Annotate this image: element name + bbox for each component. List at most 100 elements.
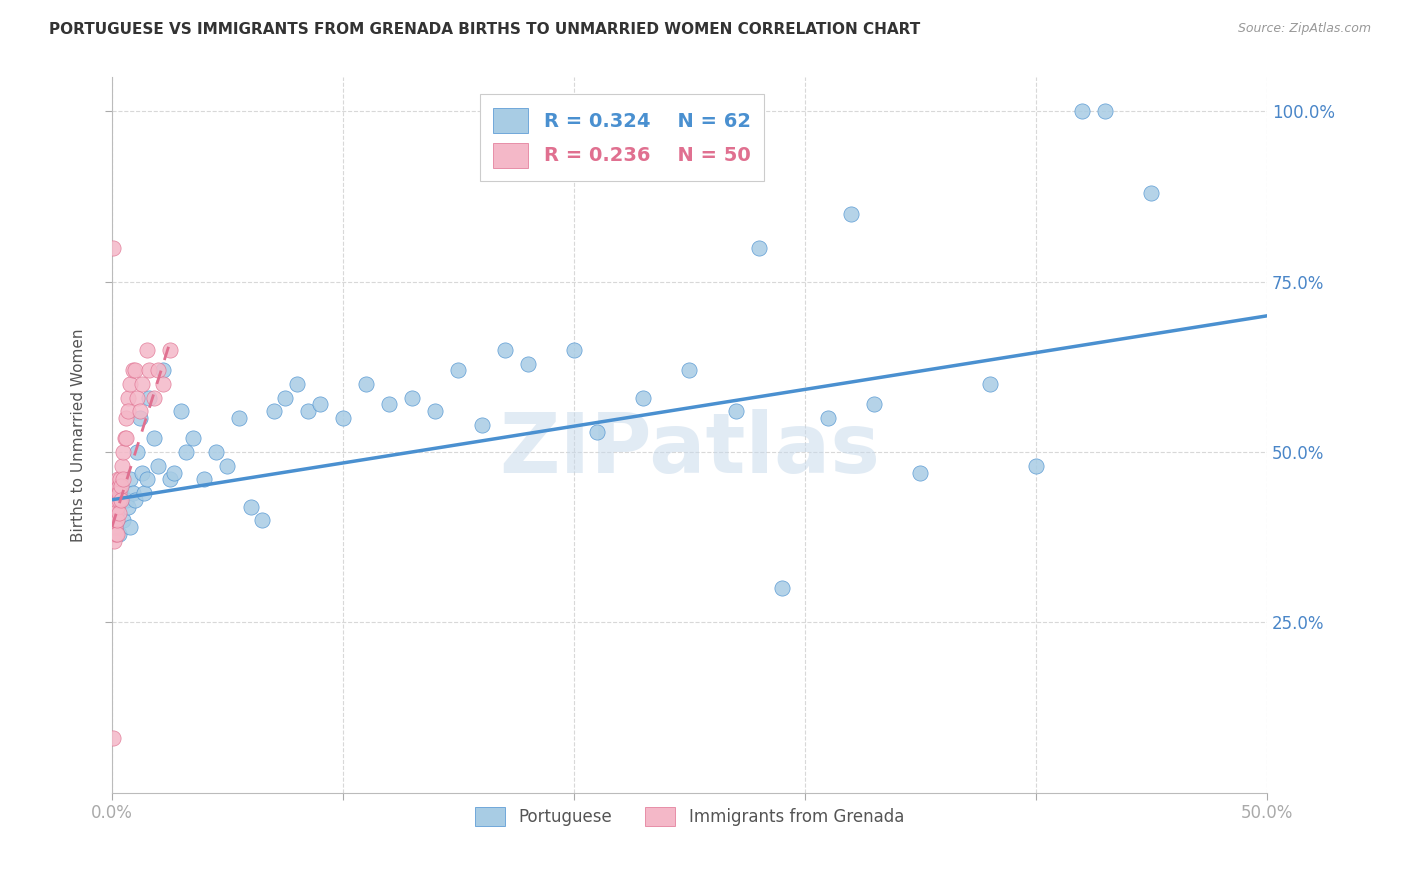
Point	[103, 492, 125, 507]
Point	[839, 207, 862, 221]
Point	[103, 507, 125, 521]
Point	[470, 417, 492, 432]
Point	[108, 479, 131, 493]
Point	[193, 472, 215, 486]
Point	[678, 363, 700, 377]
Text: Source: ZipAtlas.com: Source: ZipAtlas.com	[1237, 22, 1371, 36]
Point	[110, 492, 132, 507]
Point	[105, 500, 128, 514]
Point	[562, 343, 585, 357]
Point	[152, 376, 174, 391]
Point	[142, 432, 165, 446]
Point	[104, 513, 127, 527]
Point	[105, 492, 128, 507]
Point	[101, 241, 124, 255]
Point	[217, 458, 239, 473]
Text: ZIPatlas: ZIPatlas	[499, 409, 880, 490]
Point	[332, 411, 354, 425]
Point	[770, 582, 793, 596]
Point	[124, 363, 146, 377]
Legend: Portuguese, Immigrants from Grenada: Portuguese, Immigrants from Grenada	[467, 798, 912, 834]
Point	[174, 445, 197, 459]
Point	[110, 486, 132, 500]
Point	[114, 432, 136, 446]
Point	[631, 391, 654, 405]
Point	[979, 376, 1001, 391]
Point	[378, 397, 401, 411]
Point	[104, 507, 127, 521]
Point	[120, 520, 142, 534]
Point	[128, 411, 150, 425]
Point	[103, 520, 125, 534]
Point	[107, 472, 129, 486]
Point	[120, 376, 142, 391]
Point	[107, 479, 129, 493]
Point	[104, 526, 127, 541]
Point	[516, 357, 538, 371]
Point	[308, 397, 330, 411]
Point	[163, 466, 186, 480]
Point	[105, 513, 128, 527]
Point	[131, 466, 153, 480]
Point	[111, 458, 134, 473]
Point	[108, 479, 131, 493]
Point	[274, 391, 297, 405]
Point	[117, 404, 139, 418]
Point	[586, 425, 609, 439]
Point	[146, 363, 169, 377]
Point	[146, 458, 169, 473]
Point	[103, 526, 125, 541]
Point	[103, 513, 125, 527]
Point	[108, 492, 131, 507]
Point	[114, 492, 136, 507]
Point	[1025, 458, 1047, 473]
Point	[112, 513, 135, 527]
Point	[121, 486, 143, 500]
Point	[263, 404, 285, 418]
Point	[354, 376, 377, 391]
Point	[297, 404, 319, 418]
Point	[112, 472, 135, 486]
Point	[105, 507, 128, 521]
Point	[817, 411, 839, 425]
Point	[135, 472, 157, 486]
Point	[142, 391, 165, 405]
Point	[138, 391, 160, 405]
Point	[724, 404, 747, 418]
Point	[128, 404, 150, 418]
Point	[863, 397, 886, 411]
Point	[120, 472, 142, 486]
Point	[117, 391, 139, 405]
Point	[748, 241, 770, 255]
Text: PORTUGUESE VS IMMIGRANTS FROM GRENADA BIRTHS TO UNMARRIED WOMEN CORRELATION CHAR: PORTUGUESE VS IMMIGRANTS FROM GRENADA BI…	[49, 22, 921, 37]
Point	[910, 466, 932, 480]
Point	[124, 492, 146, 507]
Point	[135, 343, 157, 357]
Point	[101, 500, 124, 514]
Point	[425, 404, 447, 418]
Point	[105, 486, 128, 500]
Point	[494, 343, 516, 357]
Point	[104, 500, 127, 514]
Point	[114, 432, 136, 446]
Point	[152, 363, 174, 377]
Point	[205, 445, 228, 459]
Point	[112, 445, 135, 459]
Y-axis label: Births to Unmarried Women: Births to Unmarried Women	[72, 328, 86, 541]
Point	[285, 376, 308, 391]
Point	[101, 513, 124, 527]
Point	[127, 391, 149, 405]
Point	[103, 533, 125, 548]
Point	[159, 343, 181, 357]
Point	[1094, 104, 1116, 119]
Point	[103, 492, 125, 507]
Point	[138, 363, 160, 377]
Point	[170, 404, 193, 418]
Point	[1071, 104, 1094, 119]
Point	[239, 500, 262, 514]
Point	[127, 445, 149, 459]
Point	[250, 513, 273, 527]
Point	[114, 411, 136, 425]
Point	[447, 363, 470, 377]
Point	[108, 486, 131, 500]
